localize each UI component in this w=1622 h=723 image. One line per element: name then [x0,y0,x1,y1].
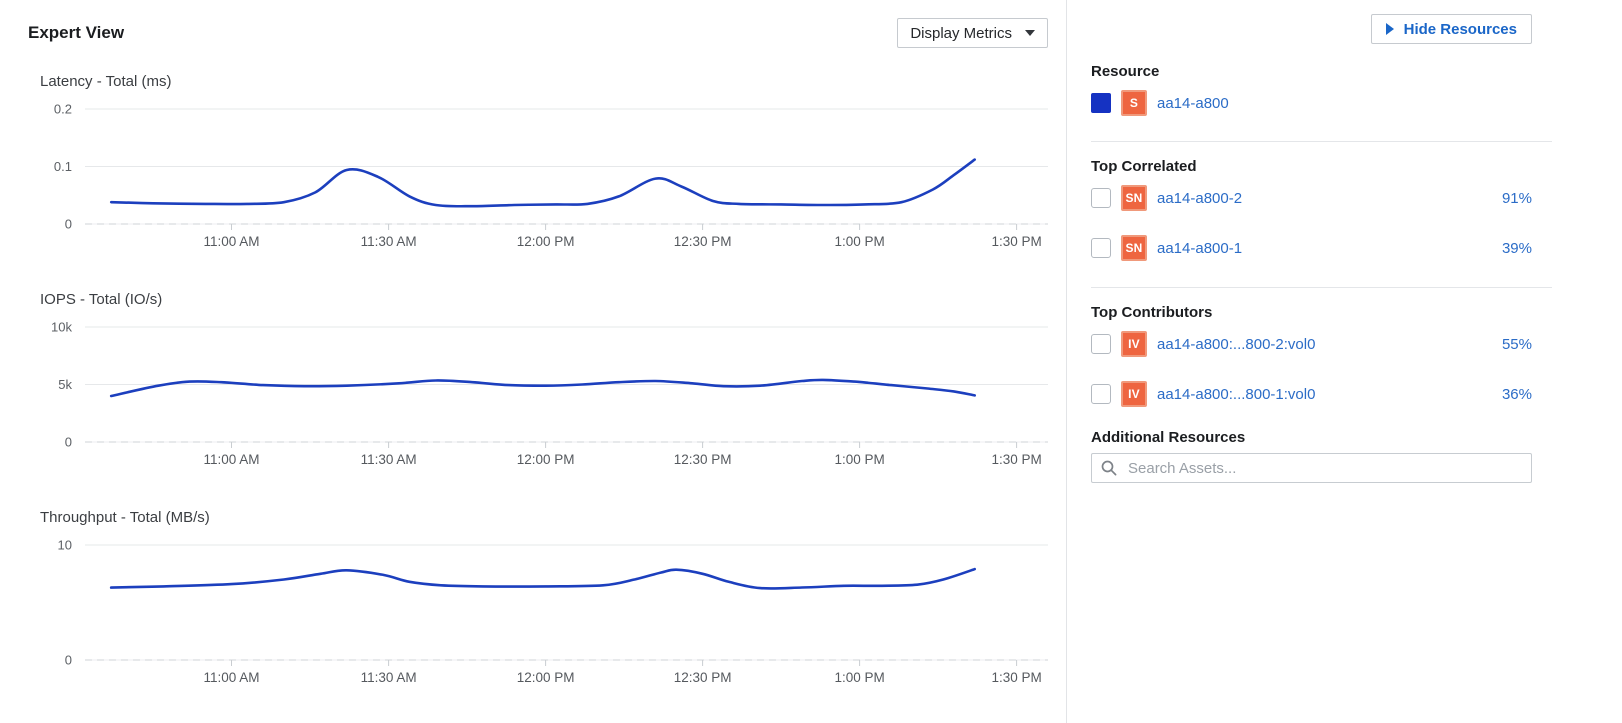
storage-icon: S [1121,90,1147,116]
contributor-link-2[interactable]: aa14-a800:...800-1:vol0 [1157,385,1316,403]
top-correlated-header: Top Correlated [1091,158,1197,175]
svg-text:12:30 PM: 12:30 PM [674,234,732,249]
svg-text:10: 10 [58,538,72,553]
svg-text:1:30 PM: 1:30 PM [991,670,1041,685]
latency-chart-title: Latency - Total (ms) [40,73,172,90]
correlated-row: SN aa14-a800-2 91% [1091,184,1532,212]
iops-chart-title: IOPS - Total (IO/s) [40,291,163,308]
main-header: Expert View Display Metrics [28,18,1066,48]
expert-view-panel: Expert View Display Metrics Latency - To… [28,18,1066,693]
correlated-checkbox-2[interactable] [1091,238,1111,258]
internal-volume-icon: IV [1121,331,1147,357]
correlated-link-1[interactable]: aa14-a800-2 [1157,189,1243,207]
svg-text:1:30 PM: 1:30 PM [991,234,1041,249]
svg-text:11:30 AM: 11:30 AM [361,234,417,249]
section-divider [1091,287,1552,288]
svg-text:0.2: 0.2 [54,102,72,117]
svg-text:11:00 AM: 11:00 AM [203,452,259,467]
svg-text:12:00 PM: 12:00 PM [517,234,575,249]
svg-text:0: 0 [65,435,72,450]
svg-text:10k: 10k [51,320,72,335]
svg-text:1:00 PM: 1:00 PM [834,670,884,685]
svg-text:0: 0 [65,653,72,668]
contributor-checkbox-2[interactable] [1091,384,1111,404]
internal-volume-icon: IV [1121,381,1147,407]
search-icon [1101,460,1117,476]
svg-text:1:30 PM: 1:30 PM [991,452,1041,467]
svg-text:12:00 PM: 12:00 PM [517,670,575,685]
svg-text:0: 0 [65,217,72,232]
svg-text:11:30 AM: 11:30 AM [361,670,417,685]
svg-text:1:00 PM: 1:00 PM [834,234,884,249]
hide-resources-label: Hide Resources [1403,20,1517,38]
series-color-swatch [1091,93,1111,113]
resource-row: S aa14-a800 [1091,89,1532,117]
top-contributors-header: Top Contributors [1091,304,1213,321]
display-metrics-button[interactable]: Display Metrics [897,18,1048,48]
svg-text:11:00 AM: 11:00 AM [203,234,259,249]
latency-chart-block: Latency - Total (ms) 0.2 0.1 0 11:00 AM 11:3… [28,72,1066,257]
iops-chart-block: IOPS - Total (IO/s) 10k 5k 0 11:00 AM 11:30 … [28,290,1066,475]
chevron-down-icon [1025,30,1035,36]
correlated-link-2[interactable]: aa14-a800-1 [1157,239,1243,257]
contributor-checkbox-1[interactable] [1091,334,1111,354]
storage-node-icon: SN [1121,235,1147,261]
svg-text:11:00 AM: 11:00 AM [203,670,259,685]
svg-text:11:30 AM: 11:30 AM [361,452,417,467]
svg-text:5k: 5k [58,377,72,392]
collapse-arrow-icon [1385,23,1394,35]
search-input[interactable] [1126,458,1522,478]
contributor-percent-2: 36% [1501,385,1532,403]
page-title: Expert View [28,23,125,42]
iops-chart[interactable]: 10k 5k 0 11:00 AM 11:30 AM 12:00 PM 12:30 PM 1:… [28,317,1048,475]
additional-resources-header: Additional Resources [1091,429,1246,446]
correlated-percent-2: 39% [1501,239,1532,257]
storage-node-icon: SN [1121,185,1147,211]
hide-resources-button[interactable]: Hide Resources [1370,14,1532,44]
section-divider [1091,141,1552,142]
throughput-chart-title: Throughput - Total (MB/s) [40,509,210,526]
contributor-row: IV aa14-a800:...800-1:vol0 36% [1091,380,1532,408]
contributor-link-1[interactable]: aa14-a800:...800-2:vol0 [1157,335,1316,353]
svg-text:0.1: 0.1 [54,159,72,174]
svg-text:12:30 PM: 12:30 PM [674,670,732,685]
display-metrics-label: Display Metrics [910,24,1012,42]
svg-text:12:30 PM: 12:30 PM [674,452,732,467]
svg-text:1:00 PM: 1:00 PM [834,452,884,467]
resource-header: Resource [1091,63,1160,80]
correlated-row: SN aa14-a800-1 39% [1091,234,1532,262]
svg-text:12:00 PM: 12:00 PM [517,452,575,467]
resources-sidebar: Hide Resources Resource S aa14-a800 Top … [1066,0,1622,723]
contributor-row: IV aa14-a800:...800-2:vol0 55% [1091,330,1532,358]
resource-link[interactable]: aa14-a800 [1157,94,1229,112]
charts-area: Latency - Total (ms) 0.2 0.1 0 11:00 AM 11:3… [28,72,1066,693]
throughput-chart-block: Throughput - Total (MB/s) 10 0 11:00 AM 11:… [28,508,1066,693]
contributor-percent-1: 55% [1501,335,1532,353]
throughput-chart[interactable]: 10 0 11:00 AM 11:30 AM 12:00 PM 12:30 PM 1:00 … [28,535,1048,693]
asset-search-box[interactable] [1091,453,1532,483]
correlated-checkbox-1[interactable] [1091,188,1111,208]
latency-chart[interactable]: 0.2 0.1 0 11:00 AM 11:30 AM 12:00 PM 12:30 PM 1… [28,99,1048,257]
correlated-percent-1: 91% [1501,189,1532,207]
